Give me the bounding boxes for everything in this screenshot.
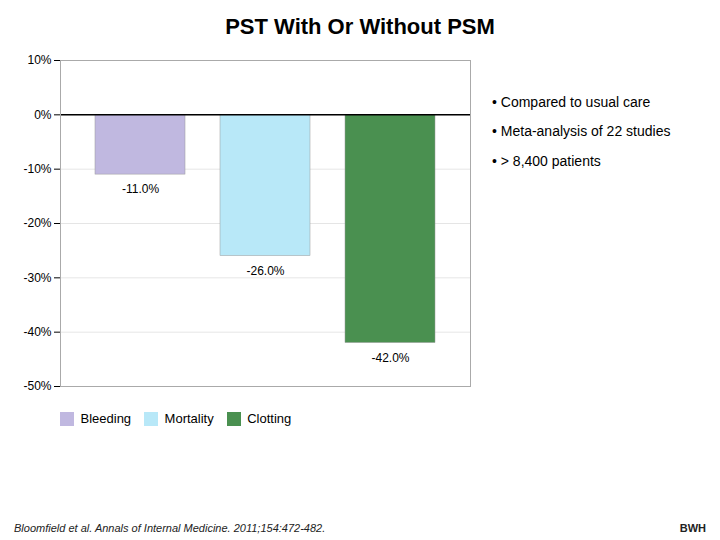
html-text:Bleeding: Bleeding <box>80 411 132 426</box>
svg-text:0%: 0% <box>34 108 52 122</box>
html-text:• Compared to usual care: • Compared to usual care <box>492 94 651 110</box>
html-text:• Meta-analysis of 22 studies: • Meta-analysis of 22 studies <box>492 123 671 140</box>
html-text:• > 8,400 patients: • > 8,400 patients <box>492 152 601 169</box>
svg-text:-10%: -10% <box>23 162 51 176</box>
svg-text:10%: 10% <box>27 53 51 67</box>
html-text:BWH: BWH <box>679 522 706 534</box>
svg-text:-50%: -50% <box>23 379 51 393</box>
svg-text:-11.0%: -11.0% <box>122 182 159 196</box>
html-text:Clotting: Clotting <box>247 411 292 426</box>
html-text:Bloomfield et al. Annals of In: Bloomfield et al. Annals of Internal Med… <box>14 522 326 534</box>
html-text:PST With Or Without PSM: PST With Or Without PSM <box>225 14 495 39</box>
svg-text:-40%: -40% <box>23 325 51 339</box>
html-text:Mortality: Mortality <box>164 411 214 426</box>
svg-text:-30%: -30% <box>23 271 51 285</box>
svg-text:-20%: -20% <box>23 216 51 230</box>
svg-text:-42.0%: -42.0% <box>371 351 409 365</box>
svg-text:-26.0%: -26.0% <box>246 264 284 278</box>
